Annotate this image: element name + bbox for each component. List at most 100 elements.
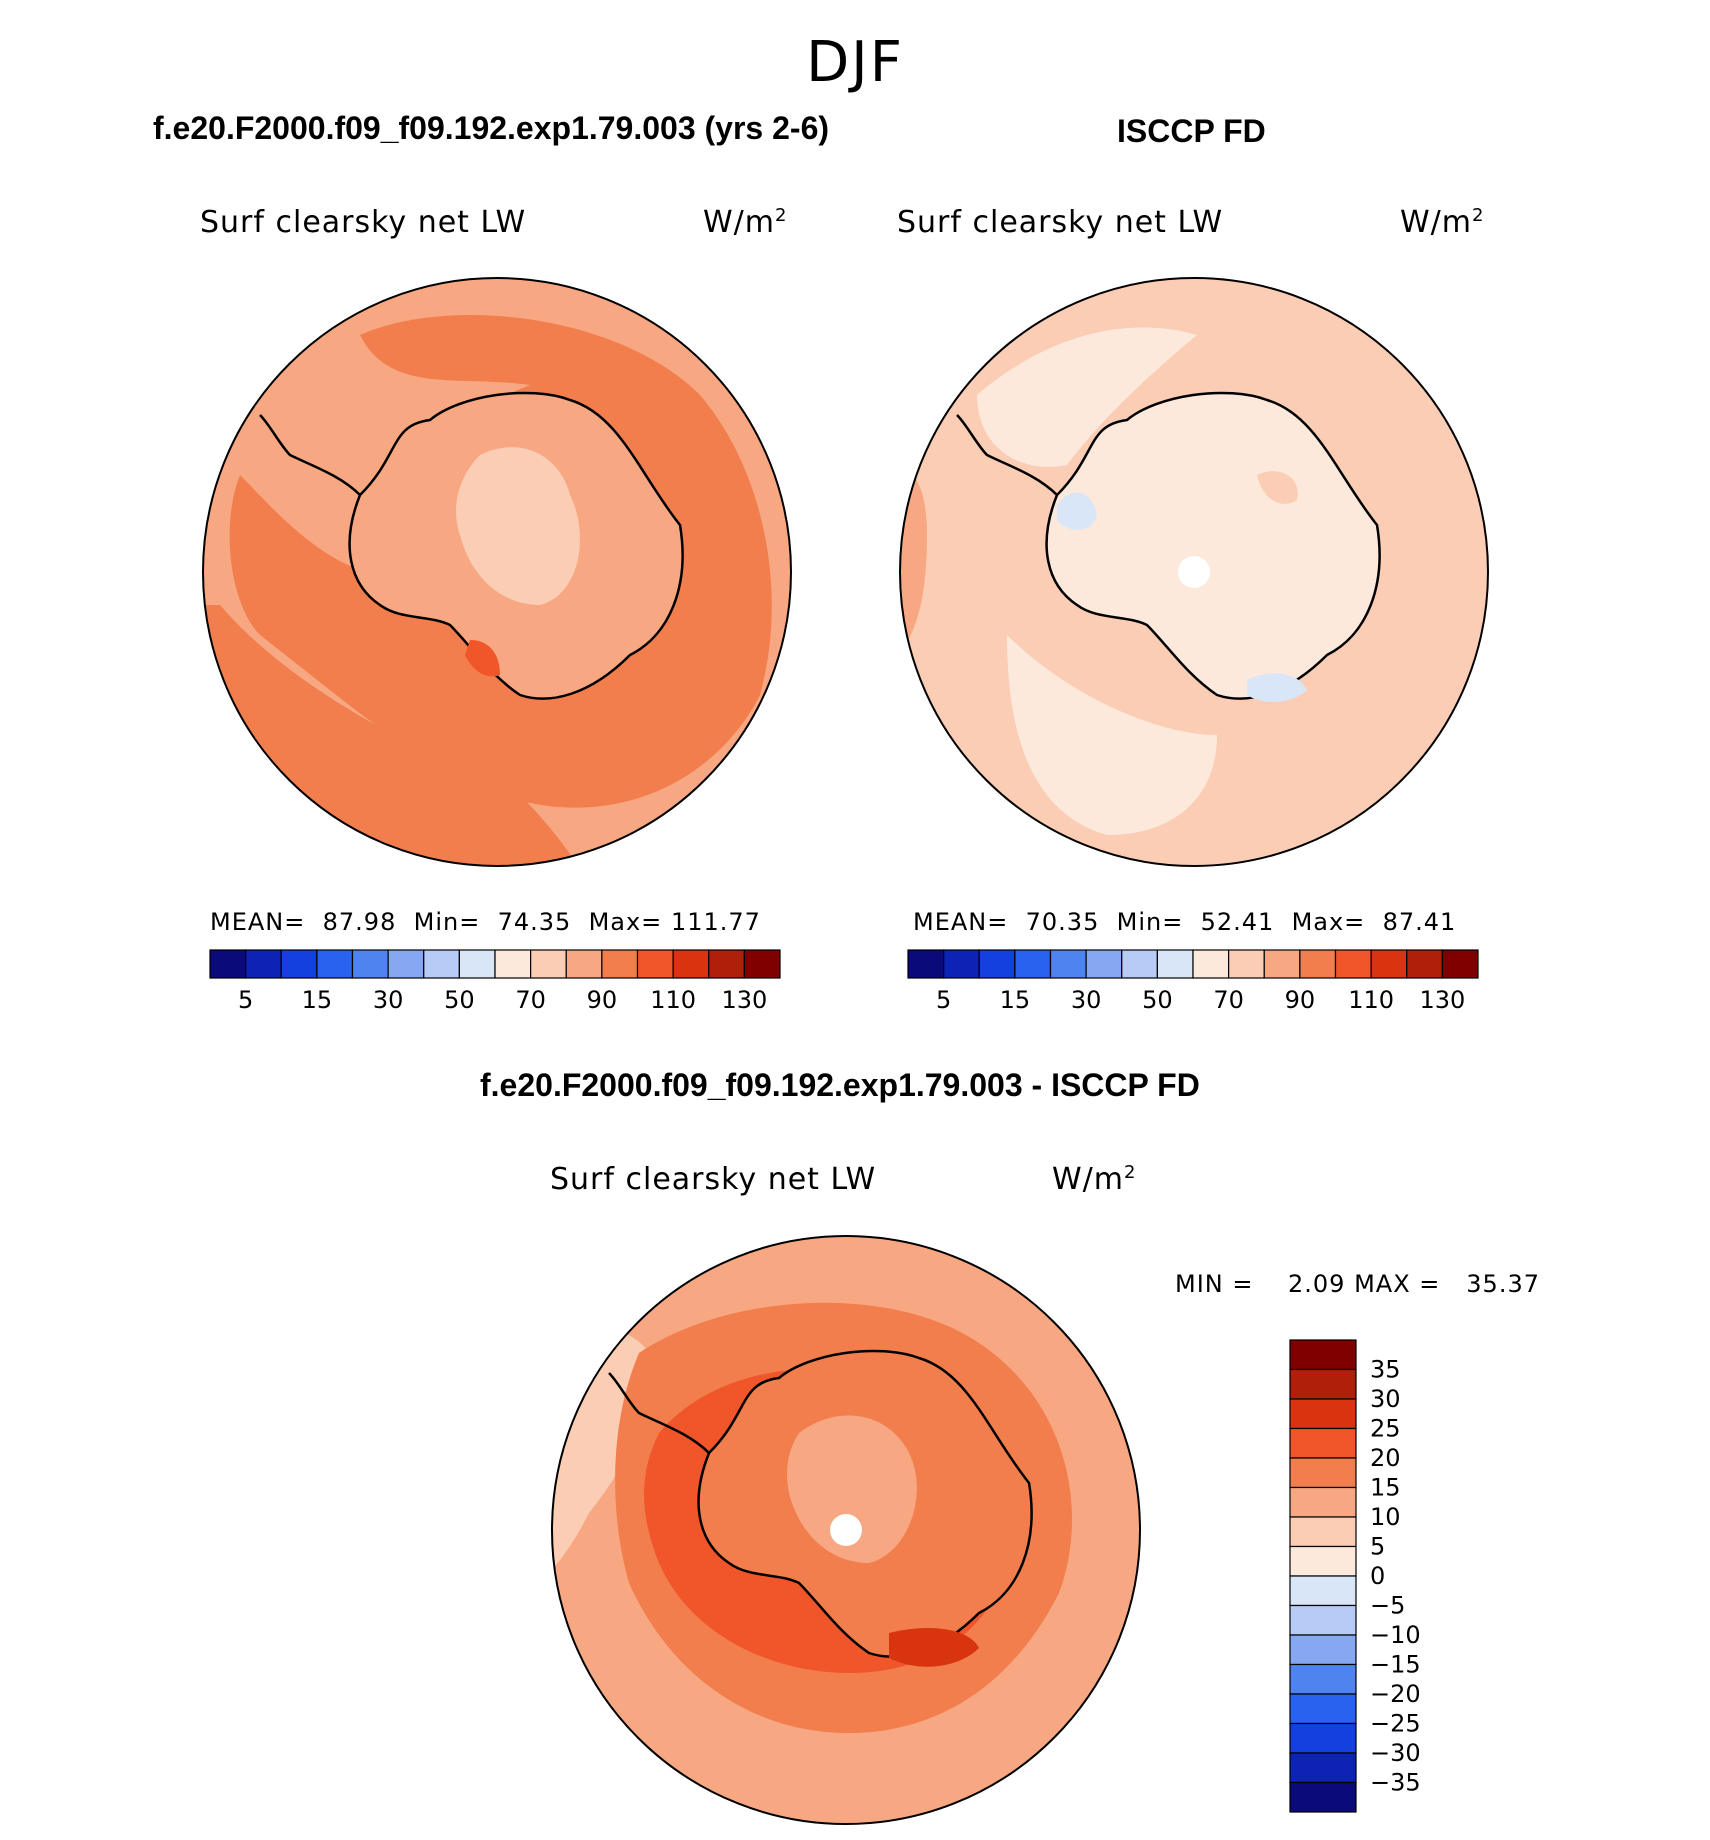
diff-colorbar-swatch <box>1289 1575 1357 1607</box>
diff-colorbar-tick-label: 25 <box>1370 1415 1401 1443</box>
diff-max-value: 35.37 <box>1466 1270 1540 1298</box>
obs-colorbar-swatch <box>943 949 980 979</box>
obs-colorbar-swatch <box>907 949 945 979</box>
model-stats: MEAN= 87.98 Min= 74.35 Max= 111.77 <box>210 908 761 936</box>
obs-map-warm-patch <box>1257 471 1298 504</box>
model-colorbar-swatch <box>423 949 460 979</box>
diff-colorbar-tick-label: −20 <box>1370 1680 1421 1708</box>
model-colorbar-swatch <box>209 949 247 979</box>
model-colorbar: 5 15 30 50 70 90 110 130 <box>209 949 781 1014</box>
diff-colorbar-tick-label: −30 <box>1370 1739 1421 1767</box>
model-colorbar-swatch <box>387 949 425 979</box>
diff-colorbar-tick-label: 30 <box>1370 1385 1401 1413</box>
obs-colorbar: 5 15 30 50 70 90 110 130 <box>907 949 1479 1014</box>
diff-units-label: W/m2 <box>1052 1162 1137 1197</box>
diff-colorbar-swatch <box>1289 1339 1357 1371</box>
obs-colorbar-swatch <box>1049 949 1087 979</box>
obs-colorbar-tick-label: 50 <box>1142 986 1173 1014</box>
diff-colorbar-swatch <box>1289 1398 1357 1430</box>
obs-colorbar-tick-label: 90 <box>1285 986 1316 1014</box>
obs-map-peninsula <box>956 414 1058 496</box>
model-max-value: 111.77 <box>670 908 761 936</box>
obs-mean-label: MEAN= <box>913 908 1009 936</box>
diff-map <box>551 1235 1141 1825</box>
diff-colorbar-tick-label: 15 <box>1370 1474 1401 1502</box>
diff-colorbar-swatch <box>1289 1457 1357 1489</box>
obs-units-label: W/m2 <box>1400 205 1485 240</box>
obs-colorbar-swatch <box>1228 949 1265 979</box>
diff-colorbar-swatch <box>1289 1604 1357 1636</box>
obs-colorbar-swatch <box>1121 949 1158 979</box>
model-colorbar-swatch <box>601 949 639 979</box>
obs-colorbar-swatch <box>1085 949 1123 979</box>
diff-colorbar-tick-label: 5 <box>1370 1533 1385 1561</box>
model-mean-label: MEAN= <box>210 908 306 936</box>
model-colorbar-tick-label: 110 <box>650 986 696 1014</box>
obs-map-pole-hole <box>1178 556 1210 588</box>
obs-min-value: 52.41 <box>1200 908 1275 936</box>
model-colorbar-swatch <box>316 949 354 979</box>
obs-map <box>899 277 1489 867</box>
obs-colorbar-swatch <box>1192 949 1230 979</box>
diff-colorbar-swatch <box>1289 1545 1357 1577</box>
diff-panel-title: f.e20.F2000.f09_f09.192.exp1.79.003 - IS… <box>480 1067 1200 1103</box>
diff-min-value: 2.09 <box>1288 1270 1346 1298</box>
diff-colorbar-tick-label: −5 <box>1370 1592 1405 1620</box>
diff-stats: MIN = 2.09 MAX = 35.37 <box>1175 1270 1540 1298</box>
diff-colorbar-swatch <box>1289 1486 1357 1518</box>
obs-map-antarctica <box>1045 391 1381 700</box>
diff-colorbar-tick-label: 35 <box>1370 1356 1401 1384</box>
model-colorbar-tick-label: 70 <box>515 986 546 1014</box>
obs-max-value: 87.41 <box>1382 908 1457 936</box>
model-colorbar-swatch <box>743 949 781 979</box>
model-min-value: 74.35 <box>497 908 572 936</box>
model-colorbar-swatch <box>280 949 318 979</box>
obs-colorbar-swatch <box>1441 949 1479 979</box>
model-colorbar-tick-label: 30 <box>373 986 404 1014</box>
obs-panel-title: ISCCP FD <box>1117 113 1266 149</box>
diff-colorbar-swatch <box>1289 1752 1357 1784</box>
model-colorbar-tick-label: 5 <box>238 986 253 1014</box>
obs-colorbar-swatch <box>1014 949 1052 979</box>
diff-colorbar-tick-label: −15 <box>1370 1651 1421 1679</box>
model-colorbar-swatch <box>708 949 745 979</box>
obs-colorbar-tick-label: 15 <box>1000 986 1031 1014</box>
obs-colorbar-swatch <box>1406 949 1443 979</box>
obs-map-light-west <box>977 327 1197 467</box>
diff-colorbar-tick-label: 20 <box>1370 1444 1401 1472</box>
model-map-peninsula <box>259 414 361 496</box>
model-max-label: Max= <box>588 908 663 936</box>
diff-variable-label: Surf clearsky net LW <box>550 1162 877 1197</box>
obs-max-label: Max= <box>1291 908 1366 936</box>
model-colorbar-swatch <box>494 949 532 979</box>
model-variable-label: Surf clearsky net LW <box>200 205 527 240</box>
obs-map-light-south <box>1007 635 1217 835</box>
obs-colorbar-tick-label: 70 <box>1213 986 1244 1014</box>
obs-colorbar-swatch <box>1299 949 1337 979</box>
model-map <box>202 277 792 867</box>
diff-colorbar-tick-label: 0 <box>1370 1562 1385 1590</box>
model-colorbar-tick-label: 15 <box>302 986 333 1014</box>
obs-mean-value: 70.35 <box>1025 908 1100 936</box>
model-colorbar-swatch <box>672 949 710 979</box>
season-title: DJF <box>806 30 904 95</box>
model-map-plateau <box>456 447 580 605</box>
model-panel-title: f.e20.F2000.f09_f09.192.exp1.79.003 (yrs… <box>153 110 830 146</box>
diff-colorbar-tick-label: −25 <box>1370 1710 1421 1738</box>
diff-colorbar-swatch <box>1289 1781 1357 1813</box>
model-colorbar-tick-label: 130 <box>721 986 767 1014</box>
obs-colorbar-swatch <box>1156 949 1194 979</box>
model-colorbar-swatch <box>636 949 674 979</box>
diff-colorbar-swatch <box>1289 1663 1357 1695</box>
diff-min-label: MIN = <box>1175 1270 1254 1298</box>
model-colorbar-tick-label: 50 <box>444 986 475 1014</box>
obs-colorbar-tick-label: 130 <box>1419 986 1465 1014</box>
obs-colorbar-swatch <box>1370 949 1408 979</box>
obs-map-cool-patch-2 <box>1247 673 1307 702</box>
obs-variable-label: Surf clearsky net LW <box>897 205 1224 240</box>
model-mean-value: 87.98 <box>322 908 397 936</box>
diff-colorbar-swatch <box>1289 1634 1357 1666</box>
diff-colorbar-swatch <box>1289 1722 1357 1754</box>
obs-min-label: Min= <box>1116 908 1184 936</box>
